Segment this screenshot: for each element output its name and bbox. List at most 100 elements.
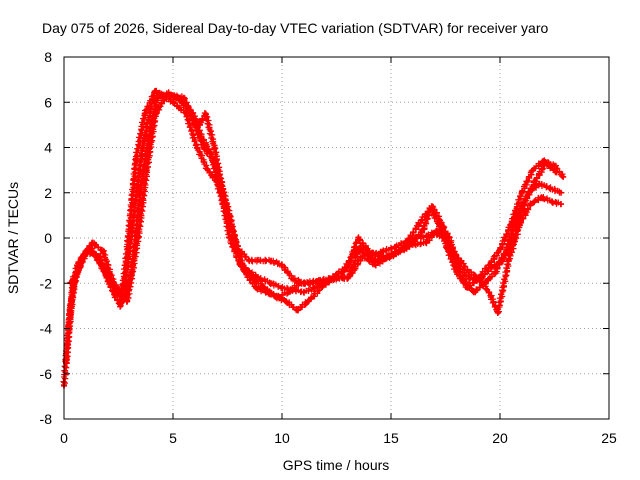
- data-point: [422, 239, 429, 246]
- data-point: [340, 268, 347, 275]
- data-point: [372, 262, 379, 269]
- data-point: [117, 302, 124, 309]
- x-tick-label: 20: [492, 430, 508, 446]
- data-point: [268, 257, 275, 264]
- y-tick-label: -2: [40, 275, 53, 291]
- x-tick-label: 25: [601, 430, 617, 446]
- y-tick-label: 0: [44, 230, 52, 246]
- data-point: [455, 262, 462, 269]
- data-point: [359, 253, 366, 260]
- data-point: [163, 92, 170, 99]
- x-tick-label: 15: [383, 430, 399, 446]
- data-point: [289, 275, 296, 282]
- y-tick-label: 4: [44, 140, 52, 156]
- data-point: [357, 244, 364, 251]
- data-point: [100, 248, 107, 255]
- y-axis-ticks: -8 -6 -4 -2 0 2 4 6 8: [40, 49, 609, 427]
- chart-title: Day 075 of 2026, Sidereal Day-to-day VTE…: [42, 20, 548, 36]
- y-tick-label: 6: [44, 94, 52, 110]
- data-point: [202, 110, 209, 117]
- data-point: [279, 262, 285, 269]
- data-point: [429, 203, 436, 210]
- data-point: [257, 257, 264, 264]
- x-axis-ticks: 0 5 10 15 20 25: [60, 57, 617, 446]
- data-point: [466, 275, 473, 282]
- data-point: [198, 133, 205, 140]
- data-point: [558, 189, 565, 196]
- data-point: [499, 257, 506, 264]
- data-point: [283, 298, 290, 305]
- data-point: [420, 225, 427, 232]
- data-point: [560, 173, 567, 180]
- data-point: [444, 230, 451, 237]
- data-point: [294, 307, 301, 314]
- data-point: [418, 216, 425, 223]
- data-point: [89, 239, 96, 246]
- data-point: [470, 289, 477, 296]
- y-axis-title: SDTVAR / TECUs: [5, 182, 21, 294]
- x-tick-label: 10: [274, 430, 290, 446]
- data-point: [477, 275, 484, 282]
- data-point: [113, 284, 120, 291]
- data-point: [196, 121, 203, 128]
- data-point: [346, 273, 353, 280]
- data-point: [132, 155, 139, 162]
- x-tick-label: 0: [60, 430, 68, 446]
- data-point: [180, 94, 187, 101]
- data-point: [152, 87, 159, 94]
- y-tick-label: -8: [40, 411, 53, 427]
- data-point: [497, 246, 503, 253]
- data-point: [241, 268, 248, 275]
- data-point: [311, 284, 318, 291]
- data-point: [486, 289, 493, 296]
- data-point: [305, 298, 312, 305]
- grid-lines: [64, 57, 609, 419]
- data-point: [425, 232, 432, 239]
- data-point: [488, 264, 495, 271]
- data-point: [296, 280, 303, 287]
- data-point: [141, 110, 148, 117]
- data-point: [183, 110, 190, 117]
- data-point: [492, 268, 499, 275]
- y-tick-label: 8: [44, 49, 52, 65]
- data-point: [231, 235, 238, 241]
- data-point: [268, 280, 275, 287]
- data-point: [536, 180, 543, 187]
- data-point: [193, 144, 200, 151]
- data-point: [84, 246, 91, 253]
- data-point: [211, 144, 218, 151]
- data-point: [549, 198, 556, 205]
- data-point: [433, 228, 440, 235]
- x-tick-label: 5: [169, 430, 177, 446]
- data-point: [320, 277, 327, 284]
- data-point: [139, 144, 146, 151]
- data-point: [558, 201, 565, 208]
- x-axis-title: GPS time / hours: [283, 457, 390, 473]
- data-points: [60, 87, 567, 389]
- data-point: [527, 201, 534, 208]
- data-point: [333, 275, 340, 282]
- data-point: [459, 275, 466, 282]
- data-point: [124, 298, 131, 305]
- data-point: [95, 253, 102, 260]
- data-point: [152, 110, 159, 117]
- y-tick-label: -4: [40, 321, 53, 337]
- data-point: [135, 235, 142, 241]
- data-point: [379, 248, 386, 255]
- data-point: [104, 271, 111, 278]
- data-point: [285, 289, 292, 296]
- data-point: [542, 160, 549, 167]
- data-point: [529, 167, 536, 174]
- data-point: [252, 284, 259, 291]
- data-point: [154, 94, 161, 101]
- data-point: [174, 94, 181, 101]
- data-point: [307, 280, 314, 287]
- data-point: [318, 284, 325, 291]
- data-point: [274, 293, 281, 300]
- data-point: [385, 253, 392, 260]
- y-tick-label: 2: [44, 185, 52, 201]
- series-track-4: [67, 91, 560, 305]
- data-point: [505, 257, 512, 264]
- data-point: [143, 167, 150, 174]
